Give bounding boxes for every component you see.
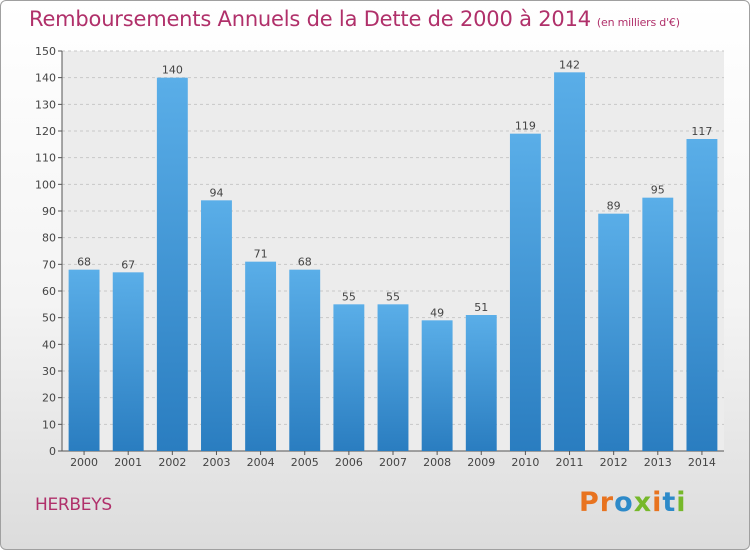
y-tick-label: 10 [42, 418, 56, 431]
y-tick-label: 120 [35, 125, 56, 138]
y-tick-label: 130 [35, 98, 56, 111]
y-tick-label: 150 [35, 45, 56, 58]
x-tick-label: 2005 [291, 456, 319, 469]
x-tick-label: 2013 [644, 456, 672, 469]
bar [465, 315, 497, 451]
data-label: 119 [515, 120, 536, 133]
y-tick-label: 110 [35, 152, 56, 165]
bar [598, 213, 630, 451]
x-tick-label: 2011 [556, 456, 584, 469]
y-tick-label: 140 [35, 72, 56, 85]
logo-letter: i [652, 487, 663, 518]
bar [509, 133, 541, 451]
data-label: 117 [691, 125, 712, 138]
data-label: 89 [607, 200, 621, 213]
x-tick-label: 2002 [158, 456, 186, 469]
commune-name: HERBEYS [35, 495, 112, 515]
data-label: 55 [342, 290, 356, 303]
x-tick-label: 2000 [70, 456, 98, 469]
logo-letter: t [662, 487, 677, 518]
bar [421, 320, 453, 451]
logo-letter: i [676, 487, 687, 518]
x-tick-label: 2014 [688, 456, 716, 469]
data-label: 49 [430, 306, 444, 319]
bar [554, 72, 585, 451]
data-label: 55 [386, 290, 400, 303]
y-tick-label: 80 [42, 232, 56, 245]
data-label: 68 [298, 256, 312, 269]
data-label: 71 [254, 248, 268, 261]
y-tick-label: 70 [42, 258, 56, 271]
data-label: 95 [651, 184, 665, 197]
x-tick-label: 2004 [247, 456, 275, 469]
y-tick-label: 30 [42, 365, 56, 378]
y-tick-label: 40 [42, 338, 56, 351]
bar [377, 304, 409, 451]
y-tick-label: 90 [42, 205, 56, 218]
data-label: 51 [474, 301, 488, 314]
bar [686, 139, 718, 451]
logo-letter: r [599, 487, 615, 518]
y-tick-label: 50 [42, 312, 56, 325]
logo-letter: P [579, 487, 600, 518]
bar [245, 261, 277, 451]
logo-letter: o [614, 487, 634, 518]
chart-title-text: Remboursements Annuels de la Dette de 20… [29, 7, 591, 31]
y-tick-label: 20 [42, 392, 56, 405]
x-tick-label: 2008 [423, 456, 451, 469]
bar [201, 200, 232, 451]
x-tick-label: 2001 [114, 456, 142, 469]
bar [642, 197, 674, 451]
y-tick-label: 100 [35, 178, 56, 191]
bar [333, 304, 365, 451]
y-tick-label: 60 [42, 285, 56, 298]
chart-title: Remboursements Annuels de la Dette de 20… [29, 7, 680, 31]
data-label: 142 [559, 58, 580, 71]
bar [112, 272, 144, 451]
x-tick-label: 2010 [511, 456, 539, 469]
data-label: 68 [77, 256, 91, 269]
x-tick-label: 2003 [202, 456, 230, 469]
proxiti-logo: Proxiti [579, 487, 687, 518]
bar [68, 269, 100, 451]
x-tick-label: 2006 [335, 456, 363, 469]
data-label: 94 [209, 186, 223, 199]
bar [156, 77, 188, 452]
x-tick-label: 2007 [379, 456, 407, 469]
bar [289, 269, 321, 451]
x-tick-label: 2012 [600, 456, 628, 469]
data-label: 67 [121, 258, 135, 271]
y-tick-label: 0 [49, 445, 56, 458]
chart-title-unit: (en milliers d'€) [596, 16, 680, 29]
x-tick-label: 2009 [467, 456, 495, 469]
logo-letter: x [633, 487, 653, 518]
data-label: 140 [162, 64, 183, 77]
